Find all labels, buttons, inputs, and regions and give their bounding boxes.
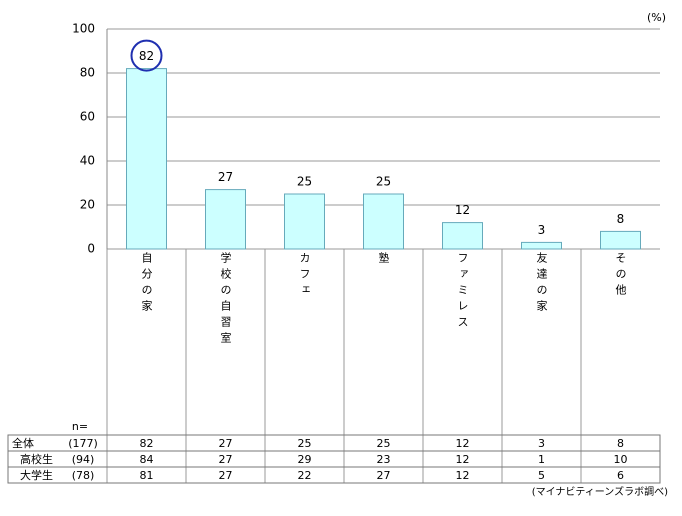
bar [442, 222, 483, 250]
row-n: (78) [72, 469, 95, 482]
table-cell: 6 [617, 469, 624, 482]
row-n: (94) [72, 453, 95, 466]
x-tick-label: 学校の自習室 [219, 251, 232, 348]
y-tick-label: 20 [80, 198, 95, 212]
y-tick-label: 80 [80, 66, 95, 80]
table-cell: 27 [219, 453, 233, 466]
table-cell: 5 [538, 469, 545, 482]
table-cell: 25 [298, 437, 312, 450]
table-cell: 27 [377, 469, 391, 482]
table-cell: 1 [538, 453, 545, 466]
row-n: (177) [68, 437, 98, 450]
y-tick-label: 40 [80, 154, 95, 168]
bar [521, 241, 562, 250]
table-cell: 22 [298, 469, 312, 482]
table-frame [7, 434, 661, 484]
row-group: 大学生 [20, 468, 53, 482]
table-cell: 3 [538, 437, 545, 450]
bar [363, 193, 404, 250]
value-label: 8 [617, 212, 625, 226]
source: (マイナビティーンズラボ調べ) [532, 485, 668, 498]
x-tick-label: 自分の家 [140, 252, 153, 316]
table-cell: 12 [456, 437, 470, 450]
row-group: 高校生 [20, 452, 53, 466]
unit-label: (%) [647, 11, 666, 24]
value-label: 3 [538, 223, 546, 237]
table-cell: 81 [140, 469, 154, 482]
table-cell: 10 [614, 453, 628, 466]
y-tick-label: 0 [87, 242, 95, 256]
table-cell: 23 [377, 453, 391, 466]
y-tick-label: 60 [80, 110, 95, 124]
row-group: 全体 [12, 436, 34, 450]
bar [284, 193, 325, 250]
x-tick-label: 塾 [377, 251, 390, 268]
value-label: 82 [139, 49, 154, 63]
value-label: 25 [297, 175, 312, 189]
x-tick-label: その他 [614, 252, 627, 300]
table-cell: 25 [377, 437, 391, 450]
x-tick-label: カフェ [298, 252, 311, 300]
value-label: 25 [376, 175, 391, 189]
value-label: 12 [455, 203, 470, 217]
n-label: n= [72, 420, 88, 433]
bar [205, 189, 246, 250]
table-cell: 12 [456, 469, 470, 482]
bar [126, 68, 167, 250]
x-tick-label: ファミレス [456, 252, 469, 332]
table-cell: 82 [140, 437, 154, 450]
table-cell: 27 [219, 437, 233, 450]
x-tick-label: 友達の家 [535, 251, 548, 316]
table-cell: 84 [140, 453, 154, 466]
table-cell: 29 [298, 453, 312, 466]
table-cell: 8 [617, 437, 624, 450]
highlight-circle [130, 39, 163, 72]
table-cell: 12 [456, 453, 470, 466]
value-label: 27 [218, 170, 233, 184]
table-cell: 27 [219, 469, 233, 482]
bar [600, 230, 641, 250]
y-tick-label: 100 [72, 22, 95, 36]
